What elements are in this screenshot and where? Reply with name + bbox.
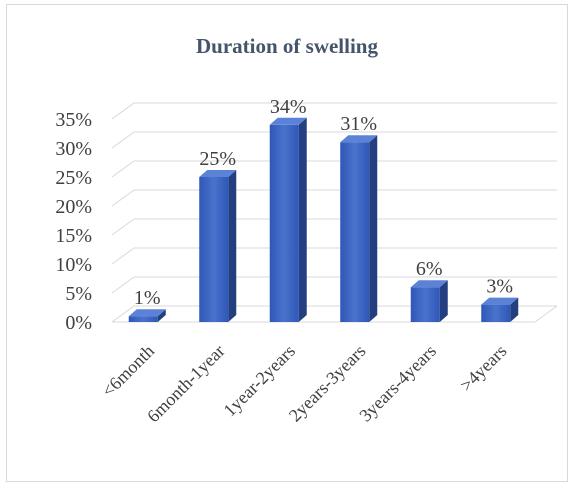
bar [481,297,519,322]
y-tick-label: 35% [55,109,92,131]
gridline-depth [111,218,135,236]
gridline-depth [111,160,135,178]
bar-side [369,135,378,322]
gridline-depth [111,305,135,323]
bar-top [340,135,378,143]
x-category-label: >4years [456,341,511,396]
y-tick-label: 10% [55,254,92,276]
bar-top [128,309,166,317]
data-label: 31% [340,113,377,135]
bar-side [157,309,166,322]
y-tick-label: 5% [65,283,92,305]
floor-edge [534,305,558,323]
bar-front [410,287,440,322]
bar-front [269,124,299,322]
bar-side [510,297,519,322]
bar-top [199,170,237,177]
bar [340,135,378,322]
y-tick-label: 30% [55,138,92,160]
y-tick-label: 25% [55,167,92,189]
y-tick-label: 0% [65,312,92,334]
bar-front [199,177,229,322]
bar-front [128,316,158,322]
data-label: 25% [199,148,236,170]
y-tick-label: 20% [55,196,92,218]
data-label: 3% [486,276,513,298]
bar-top [410,280,448,288]
bar-top [481,297,519,305]
bar [410,280,448,322]
bar [199,170,237,322]
bar-side [439,280,448,322]
gridline-depth [111,247,135,265]
bar-side [298,117,307,322]
data-label: 6% [416,258,443,280]
chart-title: Duration of swelling [195,34,378,58]
bar-front [340,142,370,322]
data-label: 34% [270,96,307,118]
y-tick-label: 15% [55,225,92,247]
gridline-depth [111,102,135,120]
bar-side [228,170,237,322]
bar-front [481,304,511,322]
bar-top [269,117,307,125]
gridline-depth [111,189,135,207]
gridline-depth [111,131,135,149]
x-category-label: <6month [98,341,158,401]
bar [128,309,166,322]
bar [269,117,307,322]
data-label: 1% [134,287,161,309]
gridline-depth [111,276,135,294]
